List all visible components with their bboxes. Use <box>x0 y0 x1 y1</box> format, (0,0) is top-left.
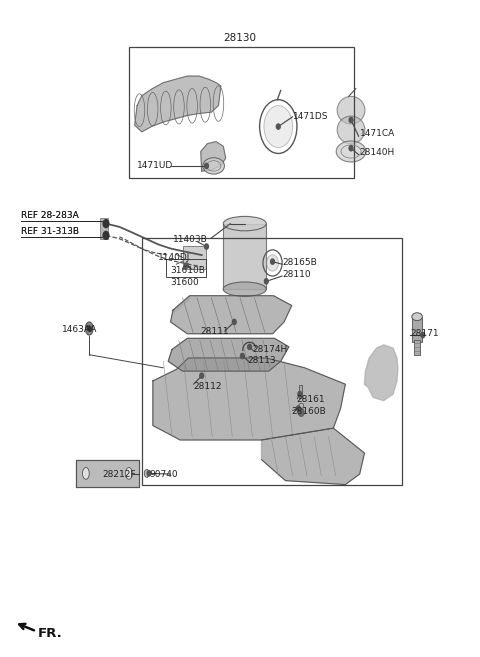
Circle shape <box>276 124 280 129</box>
Ellipse shape <box>144 470 149 478</box>
Bar <box>100 218 108 239</box>
Text: 28212F: 28212F <box>102 470 136 479</box>
Ellipse shape <box>223 216 266 231</box>
Circle shape <box>240 353 244 359</box>
Circle shape <box>349 146 353 151</box>
Text: 28113: 28113 <box>248 356 276 365</box>
Circle shape <box>349 118 353 123</box>
Text: REF 31-313B: REF 31-313B <box>21 227 79 236</box>
Circle shape <box>147 471 151 476</box>
Text: 31600: 31600 <box>170 278 199 287</box>
Bar <box>166 259 206 277</box>
Circle shape <box>204 244 208 249</box>
Circle shape <box>200 373 204 378</box>
Text: REF 28-283A: REF 28-283A <box>21 212 79 220</box>
Circle shape <box>232 319 236 325</box>
Text: 28161: 28161 <box>297 395 325 404</box>
Ellipse shape <box>266 255 278 271</box>
Ellipse shape <box>412 313 422 321</box>
Circle shape <box>299 409 304 417</box>
Bar <box>412 317 422 342</box>
Circle shape <box>248 344 252 350</box>
Polygon shape <box>173 296 190 313</box>
Text: 28140H: 28140H <box>360 148 395 157</box>
Ellipse shape <box>83 468 89 480</box>
Text: 11403B: 11403B <box>173 235 208 244</box>
Text: FR.: FR. <box>38 627 63 640</box>
Ellipse shape <box>264 106 293 148</box>
Polygon shape <box>262 428 364 484</box>
Ellipse shape <box>203 158 225 174</box>
Text: 28174H: 28174H <box>252 345 288 354</box>
Circle shape <box>184 263 188 268</box>
Text: REF 31-313B: REF 31-313B <box>21 227 79 236</box>
Polygon shape <box>170 296 292 334</box>
Text: 28111: 28111 <box>201 327 229 336</box>
Circle shape <box>264 279 268 284</box>
Bar <box>299 385 302 398</box>
Bar <box>183 246 206 269</box>
Bar <box>129 47 354 177</box>
Circle shape <box>103 219 109 227</box>
Circle shape <box>298 392 302 397</box>
Circle shape <box>103 231 109 239</box>
Text: 28165B: 28165B <box>282 258 317 267</box>
Text: 1471DS: 1471DS <box>293 112 328 122</box>
Text: 28160B: 28160B <box>292 407 326 416</box>
Polygon shape <box>76 460 139 487</box>
Text: REF 28-283A: REF 28-283A <box>21 212 79 220</box>
Polygon shape <box>201 142 226 171</box>
Polygon shape <box>135 76 221 132</box>
Text: 28130: 28130 <box>224 34 256 43</box>
Text: 1463AA: 1463AA <box>62 325 97 334</box>
Text: 1140DJ: 1140DJ <box>157 253 190 262</box>
Ellipse shape <box>223 282 266 296</box>
Text: 90740: 90740 <box>149 470 178 479</box>
Polygon shape <box>168 338 289 371</box>
Ellipse shape <box>299 403 304 409</box>
Ellipse shape <box>85 322 93 335</box>
Ellipse shape <box>337 97 365 124</box>
Ellipse shape <box>126 468 132 480</box>
Text: 1471UD: 1471UD <box>137 162 173 170</box>
Text: 28171: 28171 <box>410 329 439 338</box>
Bar <box>142 238 402 484</box>
Circle shape <box>297 406 300 411</box>
Text: 28112: 28112 <box>193 382 222 391</box>
Text: 31610B: 31610B <box>170 266 205 275</box>
Circle shape <box>87 326 91 331</box>
Text: 1471CA: 1471CA <box>360 129 395 137</box>
Polygon shape <box>364 345 398 401</box>
Text: 28110: 28110 <box>282 270 311 279</box>
Ellipse shape <box>336 141 366 162</box>
Circle shape <box>421 332 425 338</box>
Ellipse shape <box>337 116 365 144</box>
Circle shape <box>271 259 275 264</box>
Circle shape <box>204 164 208 169</box>
Bar <box>223 223 266 289</box>
Bar <box>414 340 420 355</box>
Polygon shape <box>153 358 345 440</box>
